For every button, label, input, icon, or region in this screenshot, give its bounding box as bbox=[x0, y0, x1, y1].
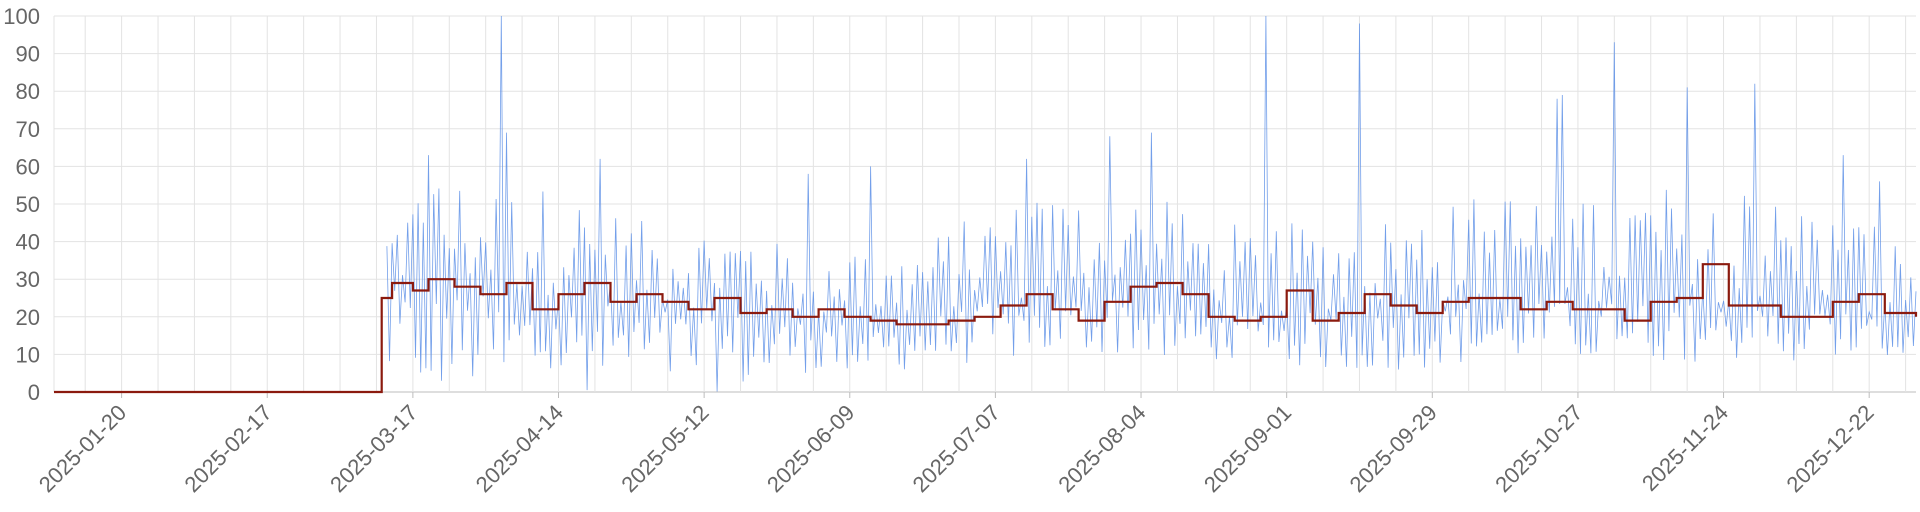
x-tick-label: 2025-02-17 bbox=[180, 400, 277, 497]
x-tick-label: 2025-06-09 bbox=[762, 400, 859, 497]
x-tick-label: 2025-03-17 bbox=[325, 400, 422, 497]
y-tick-label: 60 bbox=[16, 154, 40, 179]
x-tick-label: 2025-01-20 bbox=[34, 400, 131, 497]
x-tick-label: 2025-09-29 bbox=[1345, 400, 1442, 497]
x-tick-label: 2025-09-01 bbox=[1199, 400, 1296, 497]
raw-series bbox=[386, 15, 1917, 392]
x-tick-label: 2025-04-14 bbox=[471, 400, 568, 497]
y-tick-label: 90 bbox=[16, 42, 40, 67]
smoothed-series bbox=[54, 263, 1918, 394]
x-tick-label: 2025-11-24 bbox=[1637, 400, 1733, 496]
y-tick-label: 50 bbox=[16, 192, 40, 217]
y-tick-label: 70 bbox=[16, 117, 40, 142]
x-tick-label: 2025-10-27 bbox=[1490, 400, 1587, 497]
x-axis-ticks: 2025-01-20 2025-02-17 2025-03-17 2025-04-14… bbox=[34, 392, 1879, 497]
x-tick-label: 2025-12-22 bbox=[1781, 400, 1878, 497]
x-tick-label: 2025-08-04 bbox=[1053, 400, 1150, 497]
y-tick-label: 10 bbox=[16, 342, 40, 367]
y-tick-label: 30 bbox=[16, 267, 40, 292]
raw-series-line bbox=[386, 15, 1917, 392]
grid bbox=[53, 15, 1916, 393]
y-tick-label: 100 bbox=[3, 4, 40, 29]
y-tick-label: 40 bbox=[16, 230, 40, 255]
smoothed-series-line bbox=[54, 263, 1918, 394]
y-tick-label: 0 bbox=[28, 380, 40, 405]
x-tick-label: 2025-05-12 bbox=[616, 400, 713, 497]
y-tick-label: 20 bbox=[16, 305, 40, 330]
x-tick-label: 2025-07-07 bbox=[908, 400, 1005, 497]
y-axis-ticks: 0 10 20 30 40 50 60 70 80 90 100 bbox=[3, 4, 40, 405]
y-tick-label: 80 bbox=[16, 79, 40, 104]
